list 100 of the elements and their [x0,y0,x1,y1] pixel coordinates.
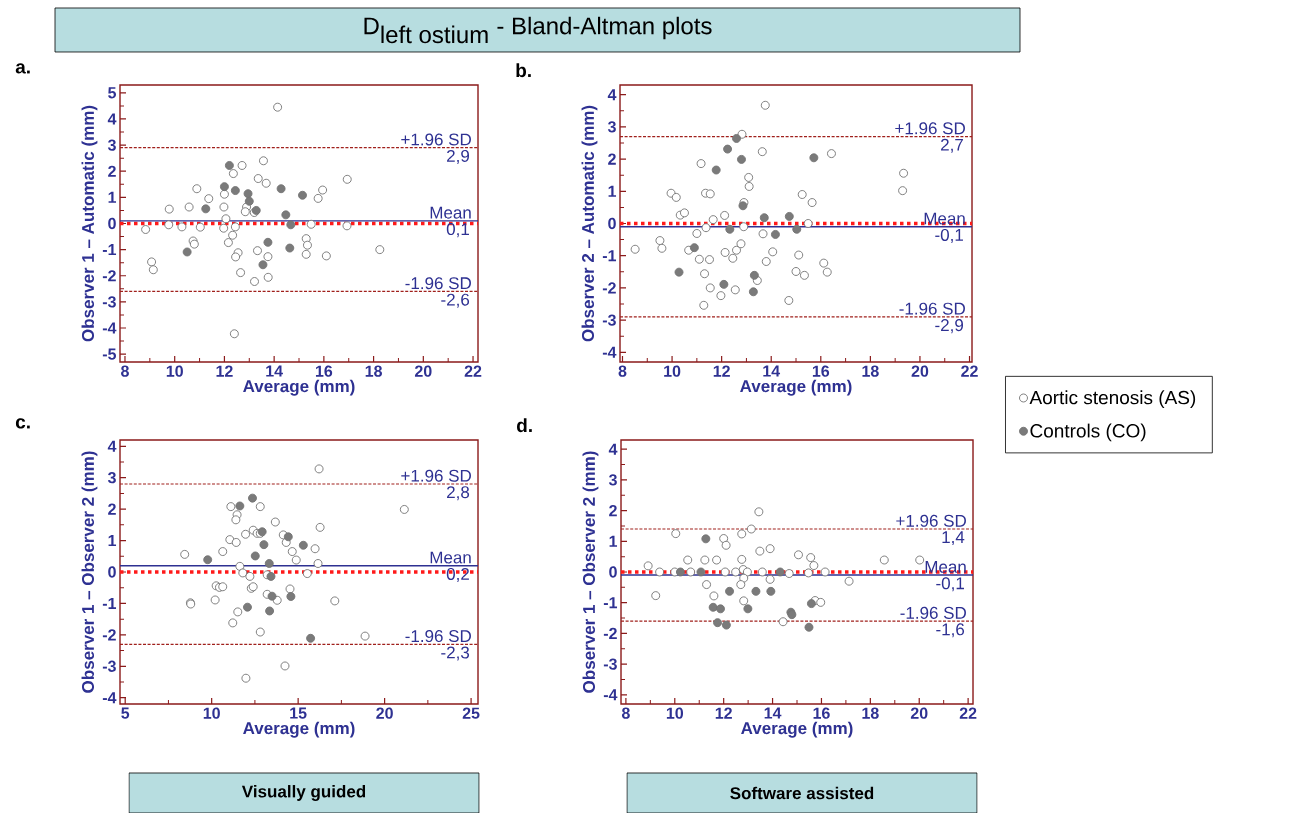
y-tick-label: -3 [603,658,617,670]
x-axis-title: Average (mm) [741,721,853,738]
annotation: -2,3 [441,646,470,661]
y-tick-label: 4 [107,440,117,452]
annotation: 0,1 [446,222,469,237]
x-tick-label: 8 [621,707,630,719]
ref-line-label: Mean [430,551,471,564]
x-axis-title: Average (mm) [243,721,355,738]
x-tick-label: 22 [961,365,978,377]
y-tick-label: -4 [102,322,117,334]
ref-line-label: +1.96 SD [401,469,471,482]
y-tick-label: -1 [102,597,117,609]
x-tick-label: 16 [315,365,333,377]
y-axis-title: Observer 1 – Observer 2 (mm) [81,451,98,693]
x-tick-label: 22 [959,707,977,719]
annotation: 2,7 [941,138,963,153]
chart-title: c. [15,418,30,429]
annotation: -0,1 [935,228,963,243]
y-tick-label: 2 [108,503,116,515]
annotation: 2,8 [447,486,470,501]
y-tick-label: 1 [108,191,117,203]
y-tick-label: -2 [602,282,616,294]
y-tick-label: 1 [609,535,618,547]
annotation: 1,4 [942,531,965,545]
x-tick-label: 10 [664,365,681,377]
annotation: -2,6 [441,293,470,308]
ref-line-label: Mean [924,212,965,225]
x-tick-label: 18 [862,365,879,377]
y-tick-label: 5 [108,87,117,99]
y-tick-label: -4 [603,689,618,701]
y-tick-label: 2 [608,153,616,165]
y-tick-label: -1 [602,250,617,262]
ref-line-label: +1.96 SD [895,122,965,135]
x-tick-label: 5 [121,707,130,719]
chart-title: b. [516,63,531,77]
y-tick-label: 4 [608,443,618,455]
y-tick-label: -4 [102,692,117,704]
ref-line-label: -1.96 SD [405,277,471,290]
y-tick-label: 3 [107,139,116,151]
x-tick-label: 18 [862,707,879,719]
x-tick-label: 12 [216,365,233,377]
y-tick-label: 0 [108,566,116,578]
y-tick-label: 1 [608,185,617,197]
y-tick-label: -3 [602,314,616,326]
annotation: 0,2 [446,567,469,582]
y-tick-label: 2 [108,165,116,177]
y-tick-label: -2 [603,627,617,639]
x-tick-label: 15 [290,707,307,719]
y-tick-label: 4 [107,113,117,125]
y-tick-label: 0 [608,217,616,229]
x-tick-label: 10 [203,707,220,719]
y-tick-label: 4 [607,88,617,100]
y-tick-label: 1 [108,534,117,546]
legend-label: Controls (CO) [1030,423,1146,442]
ref-line-label: Mean [430,206,471,219]
y-tick-label: -2 [102,629,116,641]
x-tick-label: 12 [715,707,732,719]
x-tick-label: 20 [414,365,432,377]
x-tick-label: 22 [464,365,482,377]
y-tick-label: 3 [608,474,617,486]
annotation: -1,6 [936,623,965,638]
y-axis-title: Observer 2 – Automatic (mm) [581,105,598,342]
x-tick-label: 18 [365,365,382,377]
y-tick-label: 3 [107,471,116,484]
x-tick-label: 14 [763,365,781,377]
chart-title: a. [15,63,30,74]
annotation: -2,9 [935,318,964,333]
x-axis-title: Average (mm) [243,379,355,396]
y-tick-label: -3 [102,296,116,308]
x-tick-label: 8 [121,365,129,377]
ref-line-label: +1.96 SD [401,133,471,146]
y-tick-label: 0 [609,566,617,578]
x-tick-label: 20 [376,707,393,719]
x-tick-label: 16 [812,365,830,377]
chart-title: d. [516,418,532,432]
annotation: -0,1 [936,577,964,592]
x-tick-label: 12 [713,365,730,377]
ref-line-label: Mean [925,560,966,573]
text: Software assisted [730,786,874,800]
y-tick-label: -1 [603,596,618,608]
ref-line-label: -1.96 SD [899,302,965,315]
x-tick-label: 16 [813,707,830,719]
ref-line-label: -1.96 SD [405,629,471,642]
y-tick-label: -4 [602,346,617,358]
y-axis-title: Observer 1 – Observer 2 (mm) [582,451,599,693]
y-tick-label: -5 [102,348,117,360]
y-tick-label: 3 [607,121,616,133]
ref-line-label: -1.96 SD [900,606,966,619]
x-tick-label: 14 [764,707,782,719]
annotation: 2,9 [447,149,470,164]
text: $\textrm{D}_{\textrm{left ostium}}\textrm{ - Bland-Altman plots}$ [364,16,712,44]
x-tick-label: 10 [666,707,684,719]
x-axis-title: Average (mm) [740,379,852,396]
y-tick-label: -3 [102,660,116,672]
x-tick-label: 10 [166,365,183,377]
ref-line-label: +1.96 SD [896,514,966,527]
x-tick-label: 8 [618,365,627,377]
x-tick-label: 20 [910,707,928,719]
legend-label: Aortic stenosis (AS) [1029,390,1196,408]
y-tick-label: -2 [102,269,116,282]
